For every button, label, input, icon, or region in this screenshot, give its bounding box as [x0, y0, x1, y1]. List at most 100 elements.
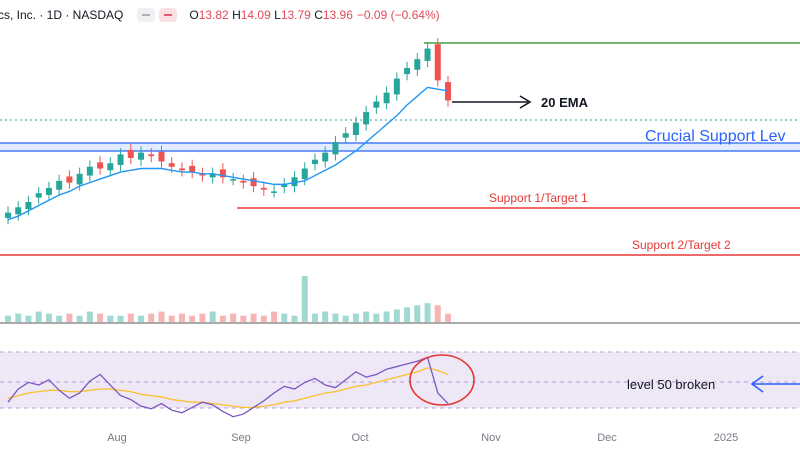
volume-bar: [199, 313, 206, 322]
candle-body: [332, 142, 339, 155]
volume-bar: [250, 313, 257, 322]
x-axis-label: Sep: [231, 432, 251, 444]
volume-bar: [393, 309, 400, 322]
x-axis-label: Dec: [597, 432, 617, 444]
candle-body: [352, 122, 359, 135]
symbol-legend: cs, Inc. · 1D · NASDAQ O13.82 H14.09 L13…: [0, 6, 440, 24]
volume-bar: [414, 305, 421, 322]
volume-bar: [127, 313, 134, 322]
volume-bar: [311, 313, 318, 322]
volume-bar: [209, 311, 216, 322]
candle-body: [271, 191, 278, 193]
candle-body: [322, 152, 329, 162]
x-axis-label: Nov: [481, 432, 501, 444]
x-axis-label: Oct: [351, 432, 368, 444]
volume-bar: [178, 313, 185, 322]
candle-body: [260, 187, 267, 190]
ema-annotation: 20 EMA: [541, 95, 589, 110]
candle-body: [383, 92, 390, 104]
volume-bar: [5, 315, 11, 322]
ema-arrow-head: [519, 95, 532, 109]
close-value: 13.96: [322, 8, 353, 22]
candle-body: [230, 179, 237, 181]
candle-body: [311, 159, 318, 165]
volume-bar: [373, 313, 380, 322]
volume-bar: [434, 305, 441, 322]
candle-body: [445, 82, 451, 101]
candle-body: [25, 202, 32, 210]
candle-body: [107, 163, 114, 171]
candle-body: [434, 44, 441, 81]
volume-bar: [45, 313, 52, 322]
rsi-annotation: level 50 broken: [627, 377, 715, 392]
candle-body: [342, 133, 349, 138]
volume-bar: [291, 315, 298, 322]
x-axis-label: 2025: [714, 432, 738, 444]
candle-body: [199, 173, 206, 176]
volume-bar: [25, 315, 32, 322]
rsi-line: [7, 356, 449, 418]
candle-body: [178, 168, 185, 171]
candle-body: [291, 177, 298, 187]
volume-bar: [301, 276, 308, 322]
volume-bar: [230, 313, 237, 322]
support-1-label: Support 1/Target 1: [489, 191, 588, 205]
ema-20-line: [7, 86, 449, 221]
collapse-icon[interactable]: [137, 8, 156, 22]
rsi-circle: [409, 354, 475, 406]
volume-bar: [332, 313, 339, 322]
ohlc-values: O13.82 H14.09 L13.79 C13.96: [189, 8, 353, 22]
volume-bar: [240, 315, 247, 322]
rsi-arrow-head: [750, 375, 764, 393]
support-band-label: Crucial Support Lev: [645, 128, 786, 145]
candle-body: [15, 207, 22, 215]
candle-body: [35, 193, 42, 198]
volume-bar: [107, 315, 114, 322]
candle-body: [363, 112, 370, 125]
volume-bar: [35, 311, 42, 322]
x-axis-label: Aug: [107, 432, 127, 444]
volume-bar: [271, 311, 278, 322]
high-value: 14.09: [240, 8, 271, 22]
volume-bar: [76, 315, 83, 322]
candle-body: [117, 154, 124, 165]
support-band: [0, 143, 800, 151]
volume-bar: [342, 315, 349, 322]
candle-body: [66, 176, 73, 183]
symbol-title: cs, Inc. · 1D · NASDAQ: [0, 8, 124, 22]
candle-body: [138, 152, 145, 160]
volume-bar: [352, 313, 359, 322]
low-value: 13.79: [280, 8, 311, 22]
volume-bar: [15, 313, 22, 322]
volume-bar: [219, 315, 226, 322]
candle-body: [301, 168, 308, 180]
candle-body: [240, 180, 247, 183]
volume-bar: [189, 315, 196, 322]
open-value: 13.82: [198, 8, 229, 22]
volume-bar: [281, 313, 288, 322]
candle-body: [414, 59, 421, 70]
volume-bar: [66, 313, 73, 322]
candle-body: [189, 165, 196, 173]
volume-bar: [404, 307, 411, 322]
candle-body: [209, 173, 216, 178]
volume-bar: [260, 315, 267, 322]
candle-body: [393, 78, 400, 95]
candle-body: [158, 151, 165, 162]
volume-bar: [86, 311, 93, 322]
candle-body: [281, 184, 288, 188]
volume-bar: [117, 315, 124, 322]
candle-body: [424, 48, 431, 61]
candle-body: [250, 178, 257, 187]
volume-bar: [56, 315, 63, 322]
candle-body: [404, 67, 411, 75]
volume-bar: [445, 313, 451, 322]
volume-bar: [97, 313, 104, 322]
volume-bar: [424, 303, 431, 322]
volume-bar: [158, 311, 165, 322]
wave-icon[interactable]: [159, 8, 178, 22]
candle-body: [97, 162, 104, 169]
candle-body: [148, 154, 155, 157]
candle-body: [45, 187, 52, 195]
